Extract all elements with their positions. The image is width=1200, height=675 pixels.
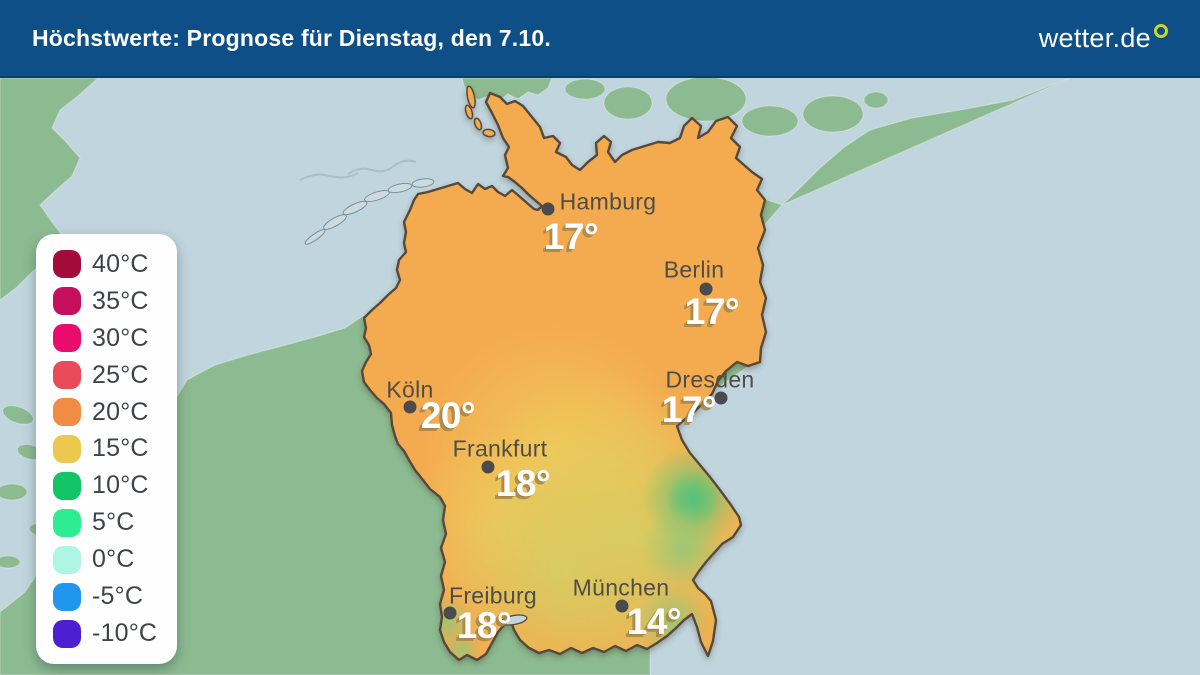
legend-swatch xyxy=(53,434,81,463)
legend-swatch xyxy=(53,250,81,279)
legend-swatch xyxy=(53,582,81,611)
city-markers-layer: Hamburg 17° Berlin 17° Dresden 17° Köln 20° Fran… xyxy=(0,78,1200,675)
city-label: Dresden xyxy=(665,366,755,393)
temperature-value: 20° xyxy=(420,395,476,436)
legend-row: 0°C xyxy=(36,545,177,575)
city-label: Köln xyxy=(386,376,434,403)
frisian-islands xyxy=(304,178,435,245)
lake-constance xyxy=(500,614,528,626)
legend-swatch xyxy=(53,508,81,537)
legend-swatch xyxy=(53,471,81,500)
legend-swatch xyxy=(53,287,81,316)
germany-shape xyxy=(360,85,768,662)
city-label: Berlin xyxy=(663,256,725,283)
city-label: Frankfurt xyxy=(452,435,548,462)
city-dot xyxy=(541,202,555,216)
temperature-value: 18° xyxy=(495,463,551,504)
legend-label: 40°C xyxy=(92,249,149,278)
temperature-legend: 40°C 35°C 30°C 25°C 20°C 15°C 10°C 5°C 0°C -5°C -1… xyxy=(36,234,177,664)
brand-degree-icon xyxy=(1154,23,1168,38)
legend-row: 15°C xyxy=(36,434,177,464)
city-dot xyxy=(481,460,495,474)
legend-label: 15°C xyxy=(92,434,149,463)
legend-row: 10°C xyxy=(36,471,177,501)
legend-label: -5°C xyxy=(92,582,144,611)
temperature-value: 14° xyxy=(626,601,682,642)
legend-swatch xyxy=(53,324,81,353)
legend-label: -10°C xyxy=(92,619,158,648)
legend-label: 10°C xyxy=(92,471,149,500)
city-label: Hamburg xyxy=(559,188,657,215)
city-dot xyxy=(615,599,629,613)
legend-row: 20°C xyxy=(36,397,177,427)
legend-swatch xyxy=(53,361,81,390)
legend-swatch xyxy=(53,619,81,648)
legend-label: 35°C xyxy=(92,286,149,315)
legend-label: 5°C xyxy=(92,508,135,537)
city-dot xyxy=(443,606,457,620)
legend-swatch xyxy=(53,545,81,574)
brand-logo: wetter.de xyxy=(1039,23,1168,54)
temperature-value: 18° xyxy=(456,605,512,646)
city-label: Freiburg xyxy=(448,582,538,609)
legend-row: 25°C xyxy=(36,360,177,390)
temperature-value: 17° xyxy=(543,216,599,257)
legend-row: -10°C xyxy=(36,619,177,649)
legend-row: 40°C xyxy=(36,249,177,279)
temperature-value: 17° xyxy=(684,291,740,332)
legend-label: 30°C xyxy=(92,323,149,352)
legend-label: 0°C xyxy=(92,545,135,574)
city-dot xyxy=(403,400,417,414)
germany-map-svg xyxy=(0,78,1200,675)
legend-swatch xyxy=(53,398,81,427)
brand-logo-text: wetter.de xyxy=(1038,22,1151,53)
legend-row: 5°C xyxy=(36,508,177,538)
city-label: München xyxy=(572,574,670,601)
page-title: Höchstwerte: Prognose für Dienstag, den … xyxy=(32,24,551,51)
legend-row: 35°C xyxy=(36,286,177,316)
legend-label: 20°C xyxy=(92,397,149,426)
island-group xyxy=(0,78,889,569)
temperature-value: 17° xyxy=(661,389,717,430)
header-bar: Höchstwerte: Prognose für Dienstag, den … xyxy=(0,0,1200,78)
legend-row: 30°C xyxy=(36,323,177,353)
weather-map: 40°C 35°C 30°C 25°C 20°C 15°C 10°C 5°C 0°C -5°C -1… xyxy=(0,78,1200,675)
legend-row: -5°C xyxy=(36,582,177,612)
legend-label: 25°C xyxy=(92,360,149,389)
city-dot xyxy=(714,391,728,405)
coast-detail-lines xyxy=(299,159,417,181)
city-dot xyxy=(699,282,713,296)
